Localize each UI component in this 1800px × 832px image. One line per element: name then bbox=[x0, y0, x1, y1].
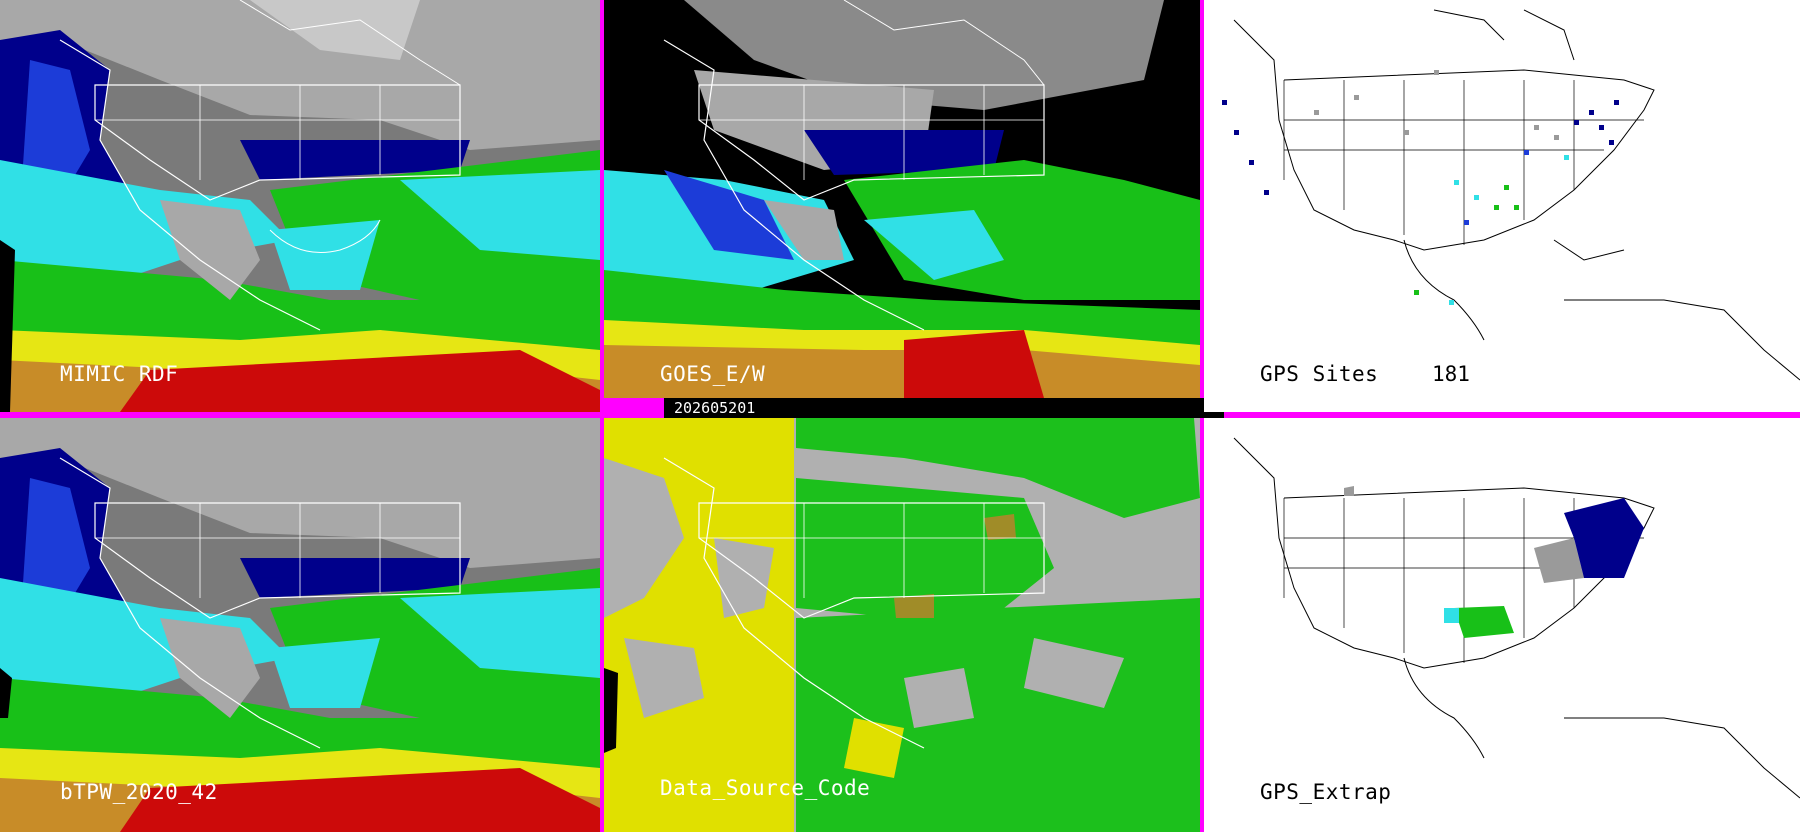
dsc-map bbox=[604, 418, 1200, 832]
gps-sites-count: 181 bbox=[1432, 362, 1470, 386]
timestamp-bar: 202605201 bbox=[664, 398, 1224, 418]
panel-btpw: bTPW_2020_42 bbox=[0, 418, 600, 832]
gps-site-markers bbox=[1222, 70, 1619, 305]
panel-data-source-code: Data_Source_Code bbox=[604, 418, 1200, 832]
gps-extrap-map bbox=[1204, 418, 1800, 832]
panel-gps-extrap: GPS_Extrap bbox=[1204, 418, 1800, 832]
mimic-tpw-map bbox=[0, 0, 600, 412]
panel-label-mimic: MIMIC RDF bbox=[60, 362, 179, 386]
panel-label-btpw: bTPW_2020_42 bbox=[60, 780, 218, 804]
panel-mimic-rdf: MIMIC RDF bbox=[0, 0, 600, 412]
panel-label-dsc: Data_Source_Code bbox=[660, 776, 871, 800]
gps-sites-map bbox=[1204, 0, 1800, 412]
panel-label-goes: GOES_E/W bbox=[660, 362, 766, 386]
panel-label-gps-sites: GPS Sites bbox=[1260, 362, 1379, 386]
panel-gps-sites: GPS Sites 181 bbox=[1204, 0, 1800, 412]
btpw-tpw-map bbox=[0, 418, 600, 832]
panel-label-gps-extrap: GPS_Extrap bbox=[1260, 780, 1392, 804]
goes-tpw-map bbox=[604, 0, 1200, 398]
panel-goes-ew: GOES_E/W bbox=[604, 0, 1200, 398]
